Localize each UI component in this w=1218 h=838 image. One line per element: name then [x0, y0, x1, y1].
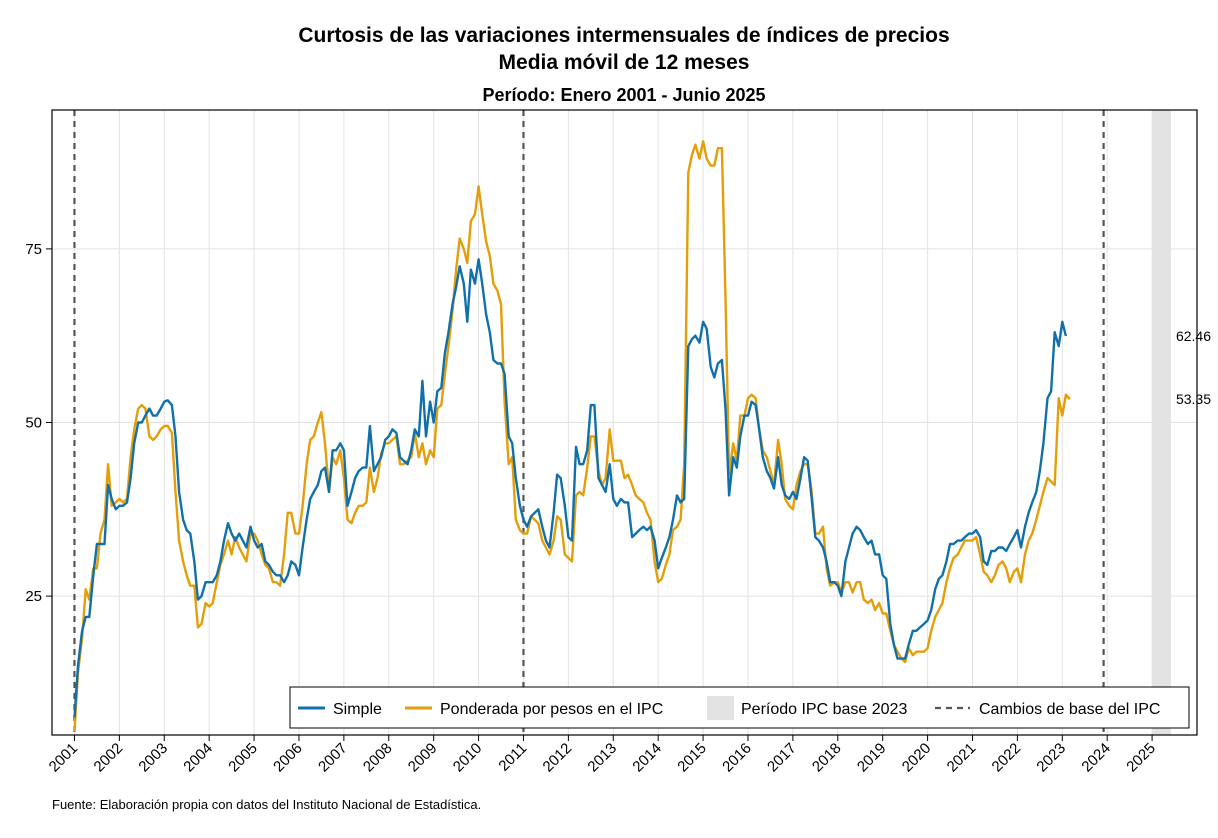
- x-tick-label: 2016: [719, 740, 755, 776]
- series-simple-line: [73, 258, 1068, 718]
- chart-title-line2: Media móvil de 12 meses: [499, 51, 750, 74]
- x-tick-label: 2025: [1123, 740, 1159, 776]
- x-tick-label: 2008: [360, 740, 396, 776]
- x-tick-label: 2019: [854, 740, 890, 776]
- x-tick-label: 2020: [899, 740, 935, 776]
- end-label-simple: 62.46: [1176, 328, 1211, 344]
- chart-title: Curtosis de las variaciones intermensual…: [298, 24, 949, 47]
- x-tick-label: 2024: [1078, 740, 1114, 776]
- y-tick-label: 75: [25, 241, 42, 258]
- legend-period-label: Período IPC base 2023: [741, 701, 907, 718]
- x-tick-label: 2022: [989, 740, 1025, 776]
- x-tick-label: 2009: [405, 740, 441, 776]
- legend-period-swatch: [707, 696, 734, 720]
- x-tick-label: 2023: [1034, 740, 1070, 776]
- x-tick-label: 2012: [540, 740, 576, 776]
- x-tick-label: 2005: [225, 740, 261, 776]
- x-tick-label: 2011: [495, 740, 530, 775]
- x-tick-label: 2006: [270, 740, 306, 776]
- chart-source: Fuente: Elaboración propia con datos del…: [52, 797, 481, 812]
- grid-layer: [52, 110, 1197, 735]
- legend-simple-label: Simple: [333, 701, 382, 718]
- y-tick-label: 50: [25, 415, 42, 432]
- x-tick-label: 2021: [944, 740, 980, 776]
- series-weighted-line: [73, 140, 1071, 732]
- chart-subtitle: Período: Enero 2001 - Junio 2025: [482, 85, 765, 105]
- legend-box: [289, 686, 1190, 729]
- x-tick-label: 2018: [809, 740, 845, 776]
- legend-weighted-label: Ponderada por pesos en el IPC: [440, 701, 663, 718]
- x-tick-label: 2014: [629, 740, 665, 776]
- legend-changes-label: Cambios de base del IPC: [979, 701, 1160, 718]
- x-tick-label: 2004: [180, 740, 216, 776]
- y-tick-label: 25: [25, 588, 42, 605]
- series-layer: [73, 140, 1071, 732]
- end-label-weighted: 53.35: [1176, 391, 1211, 407]
- end-label-layer: 62.46 53.35: [1176, 328, 1211, 407]
- x-tick-label: 2002: [91, 740, 127, 776]
- base-change-layer: [73, 110, 1105, 735]
- x-tick-label: 2003: [135, 740, 171, 776]
- x-tick-label: 2013: [584, 740, 620, 776]
- x-tick-label: 2001: [46, 740, 82, 776]
- x-tick-label: 2017: [764, 740, 800, 776]
- x-tick-label: 2010: [450, 740, 486, 776]
- x-tick-label: 2007: [315, 740, 351, 776]
- legend: Simple Ponderada por pesos en el IPC Per…: [289, 686, 1190, 729]
- x-tick-label: 2015: [674, 740, 710, 776]
